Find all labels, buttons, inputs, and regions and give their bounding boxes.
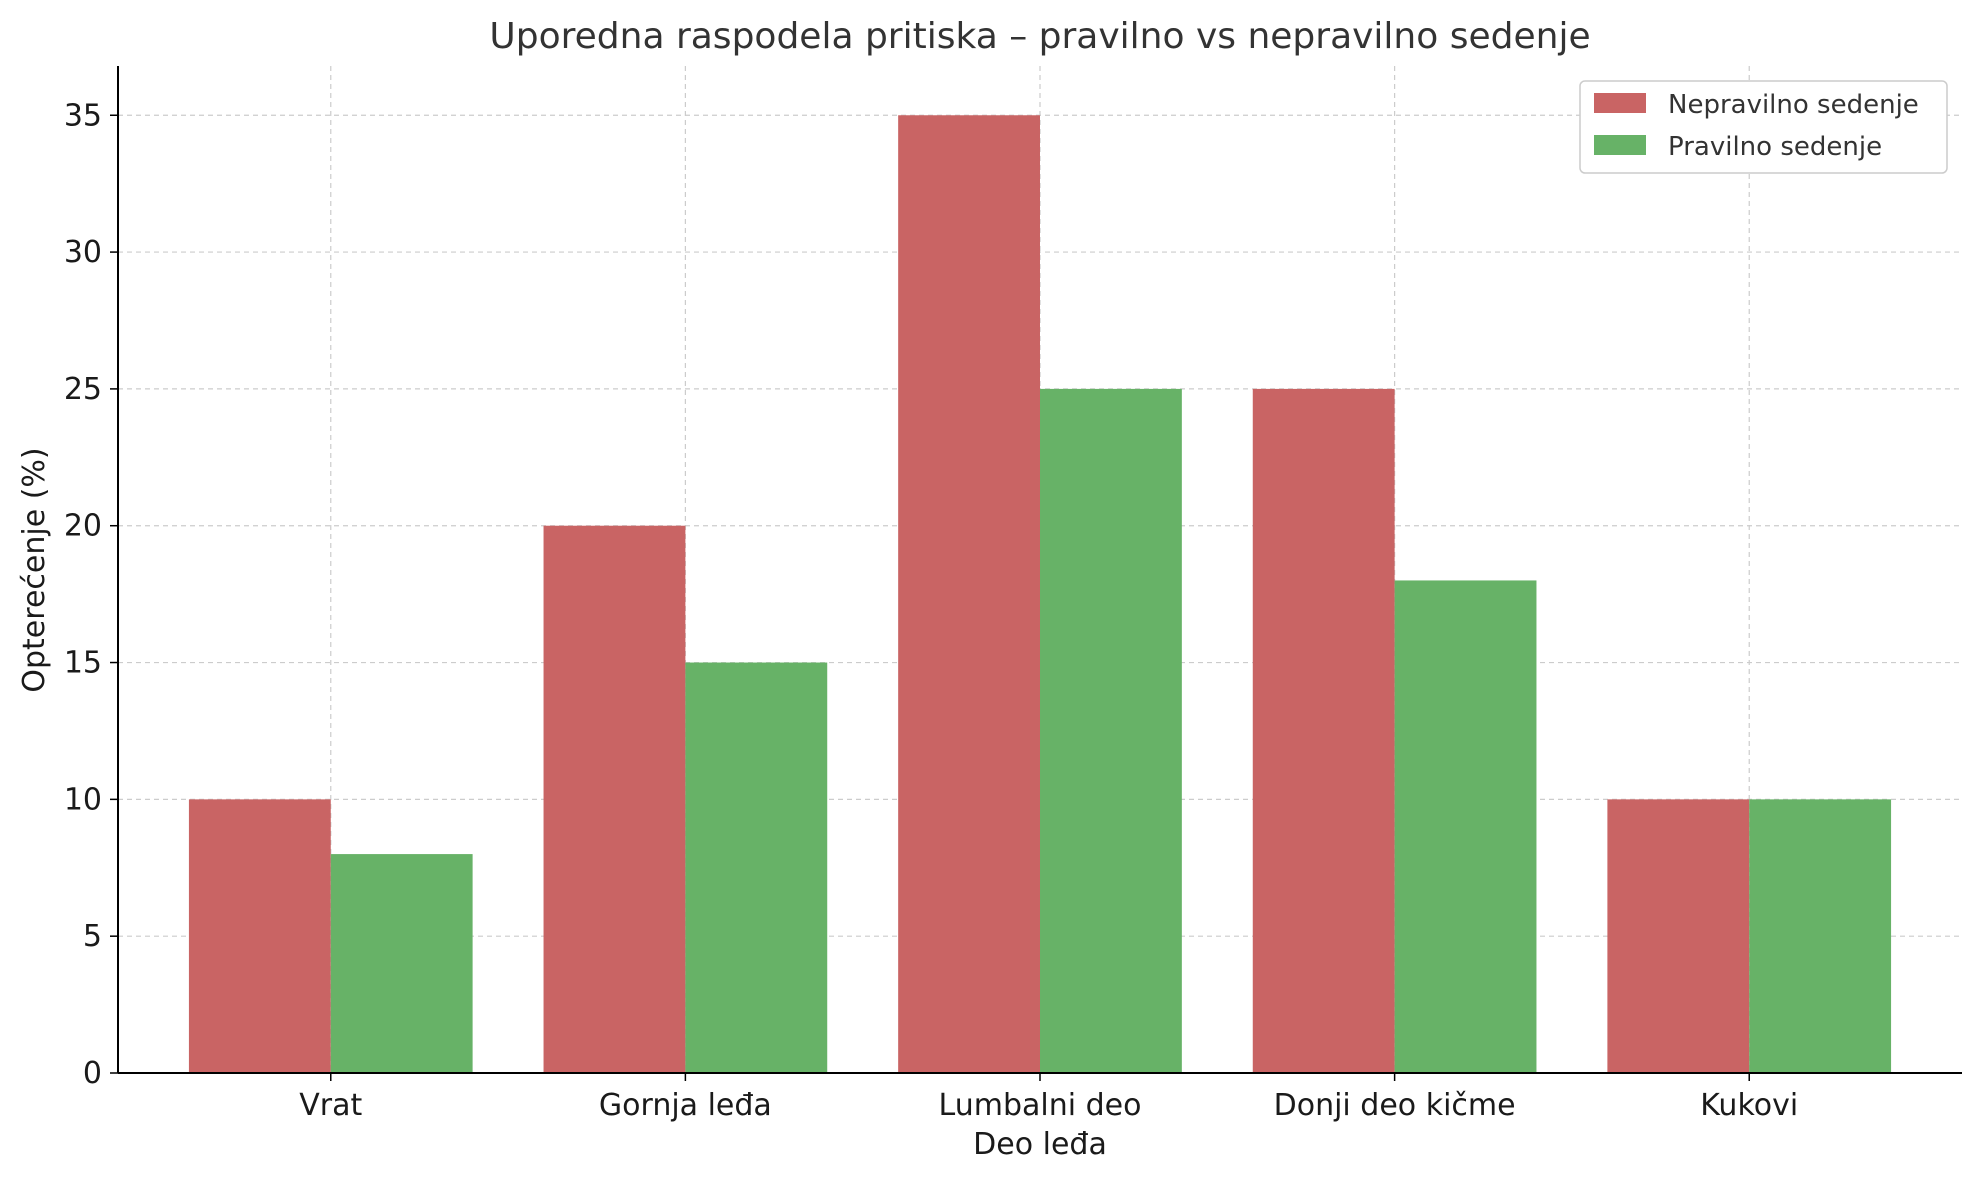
- x-tick-label: Gornja leđa: [599, 1088, 772, 1123]
- x-tick-label: Lumbalni deo: [939, 1088, 1142, 1123]
- legend-swatch-pravilno: [1594, 135, 1646, 155]
- x-axis-label: Deo leđa: [973, 1127, 1107, 1162]
- bar-pravilno-2: [1040, 388, 1182, 1073]
- legend-label-pravilno: Pravilno sedenje: [1668, 132, 1882, 162]
- legend-label-nepravilno: Nepravilno sedenje: [1668, 90, 1919, 120]
- bar-pravilno-0: [330, 854, 473, 1073]
- y-axis-label: Opterećenje (%): [17, 447, 52, 692]
- x-tick-label: Vrat: [299, 1088, 362, 1123]
- bar-nepravilno-0: [188, 799, 331, 1073]
- y-tick-label: 10: [64, 782, 102, 817]
- legend-box: [1579, 80, 1948, 174]
- x-ticks: Vrat Gornja leđa Lumbalni deo Donji deo kič…: [299, 1073, 1798, 1123]
- bar-nepravilno-3: [1252, 388, 1395, 1073]
- legend: Nepravilno sedenje Pravilno sedenje: [1579, 80, 1948, 174]
- y-tick-label: 30: [64, 235, 102, 270]
- legend-swatch-nepravilno: [1594, 93, 1646, 113]
- y-tick-label: 25: [64, 372, 102, 407]
- chart-title: Uporedna raspodela pritiska – pravilno v…: [489, 16, 1590, 57]
- bar-pravilno-3: [1394, 580, 1537, 1073]
- y-tick-label: 20: [64, 509, 102, 544]
- bar-nepravilno-1: [543, 525, 686, 1073]
- y-tick-label: 15: [64, 646, 102, 681]
- bars-layer: [188, 115, 1892, 1073]
- bar-pravilno-4: [1749, 799, 1892, 1073]
- x-tick-label: Donji deo kičme: [1274, 1088, 1516, 1123]
- y-ticks: 0 5 10 15 20 25 30 35: [64, 98, 118, 1091]
- bar-nepravilno-4: [1607, 799, 1750, 1073]
- bar-nepravilno-2: [898, 115, 1040, 1073]
- bar-pravilno-1: [685, 662, 828, 1073]
- y-tick-label: 5: [83, 919, 102, 954]
- y-tick-label: 0: [83, 1056, 102, 1091]
- x-tick-label: Kukovi: [1700, 1088, 1798, 1123]
- y-tick-label: 35: [64, 98, 102, 133]
